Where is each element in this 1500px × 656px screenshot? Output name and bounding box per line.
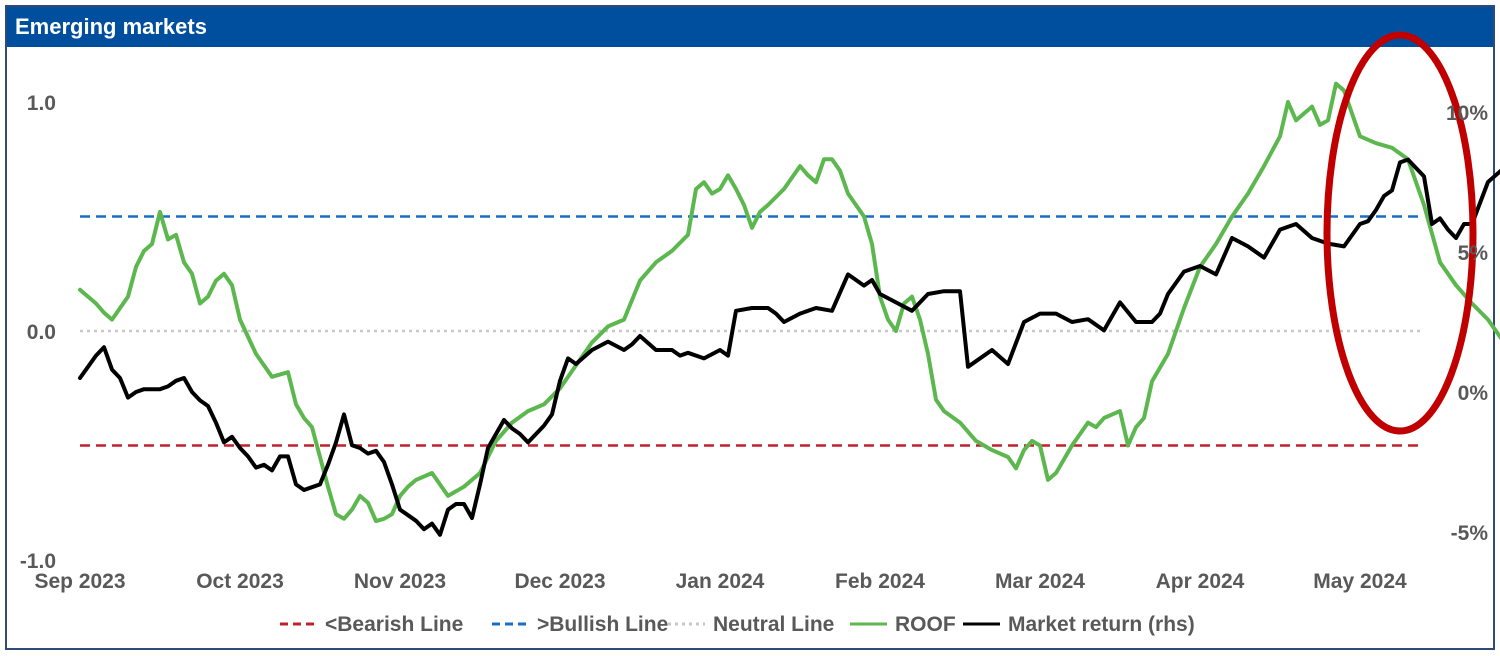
x-tick-label: Sep 2023 [34,570,125,593]
market-return-line [78,157,1500,537]
chart-frame: Emerging markets [5,5,1495,650]
roof-line [78,81,1500,524]
reference-lines [80,215,1422,447]
x-tick-label: Jan 2024 [676,570,765,593]
x-tick-label: Apr 2024 [1156,570,1245,593]
legend-item: Market return (rhs) [963,613,1195,636]
left-tick-label: 1.0 [27,92,56,115]
legend-item: <Bearish Line [280,613,463,636]
x-tick-label: Mar 2024 [995,570,1085,593]
chart-title: Emerging markets [15,14,207,39]
legend-item: Neutral Line [668,613,834,636]
legend-item: ROOF [850,613,956,636]
right-tick-label: -5% [1451,522,1489,545]
legend-label: <Bearish Line [325,613,463,636]
series-group [78,81,1500,537]
legend-item: >Bullish Line [492,613,668,636]
left-tick-label: 0.0 [27,321,56,344]
right-tick-label: 10% [1446,102,1488,125]
legend-label: Market return (rhs) [1008,613,1195,636]
tick-labels: 1.0 0.0 -1.0 10% 5% 0% -5% Sep 2023 Oct 2023 Nov … [20,92,1489,593]
left-tick-label: -1.0 [20,550,56,573]
legend: <Bearish Line >Bullish Line Neutral Line RO… [280,613,1195,636]
x-tick-label: Nov 2023 [354,570,446,593]
legend-label: Neutral Line [713,613,834,636]
x-tick-label: Oct 2023 [196,570,284,593]
x-tick-label: Dec 2023 [514,570,605,593]
legend-label: >Bullish Line [537,613,668,636]
annotation-group [1323,31,1477,435]
right-tick-label: 5% [1458,242,1489,265]
highlight-ellipse [1323,31,1477,435]
x-tick-label: May 2024 [1313,570,1407,593]
legend-label: ROOF [895,613,956,636]
title-bar: Emerging markets [7,7,1493,47]
x-tick-label: Feb 2024 [835,570,925,593]
right-tick-label: 0% [1458,382,1489,405]
